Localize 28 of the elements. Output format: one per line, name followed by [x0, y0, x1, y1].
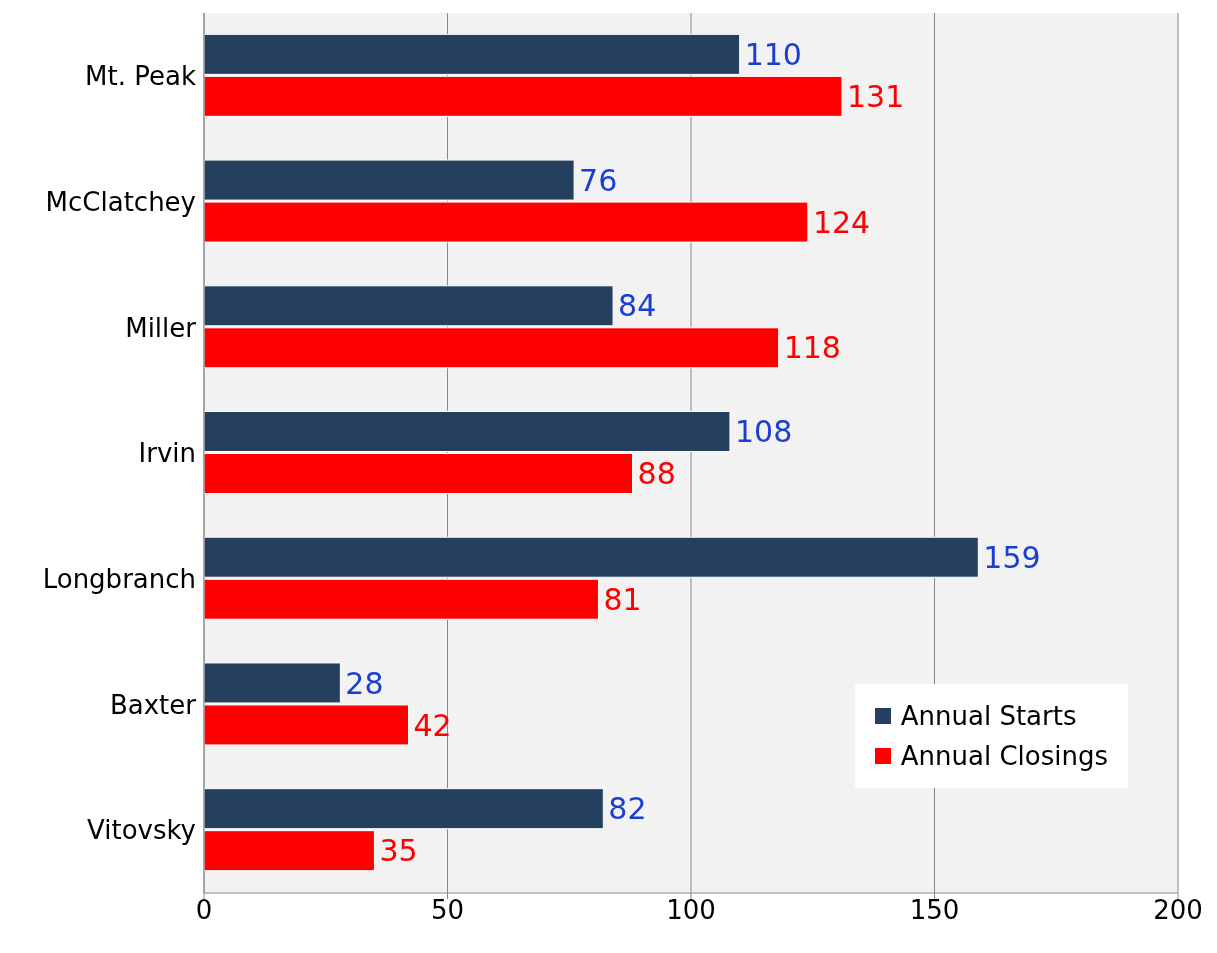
y-tick-label: Vitovsky [87, 815, 196, 846]
data-label: 118 [783, 330, 841, 366]
data-label: 159 [983, 539, 1041, 575]
data-label: 76 [579, 162, 618, 198]
y-tick-label: Miller [125, 312, 197, 343]
legend-label: Annual Closings [900, 740, 1108, 773]
data-label: 81 [603, 581, 642, 617]
data-label: 84 [618, 288, 657, 324]
x-tick-label: 150 [909, 895, 960, 926]
y-tick-label: Irvin [138, 438, 196, 469]
x-tick-label: 50 [430, 895, 465, 926]
data-label: 108 [734, 414, 793, 450]
legend-label: Annual Starts [900, 700, 1077, 733]
data-label: 124 [812, 204, 871, 240]
data-label: 82 [608, 791, 647, 827]
x-tick-label: 200 [1153, 895, 1203, 926]
data-label: 110 [744, 37, 802, 73]
y-tick-label: McClatchey [45, 186, 196, 217]
data-label: 131 [846, 79, 905, 115]
data-label: 42 [413, 707, 452, 743]
x-tick-label: 100 [666, 895, 716, 926]
data-label: 88 [637, 456, 676, 492]
x-tick-label: 0 [195, 895, 213, 926]
y-tick-label: Mt. Peak [85, 61, 196, 92]
y-tick-label: Baxter [109, 689, 197, 720]
data-label: 35 [379, 833, 418, 869]
y-tick-label: Longbranch [42, 563, 196, 594]
data-label: 28 [345, 665, 384, 701]
